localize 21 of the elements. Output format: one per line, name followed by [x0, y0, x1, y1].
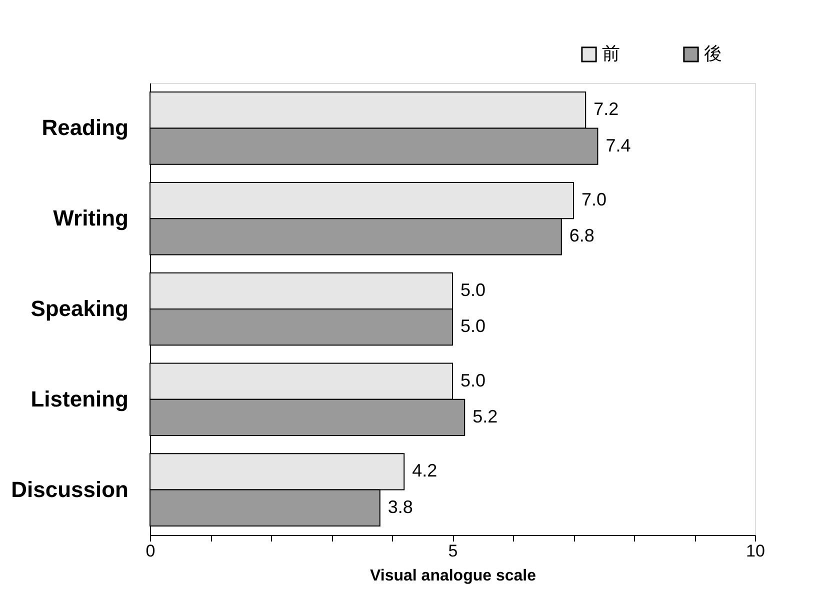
data-label: 6.8	[569, 226, 594, 246]
data-label: 7.0	[582, 190, 607, 210]
x-tick-label: 10	[746, 542, 765, 560]
legend-label: 前	[602, 43, 620, 64]
data-label: 5.0	[460, 280, 486, 300]
data-label: 3.8	[388, 496, 413, 517]
data-label: 5.2	[472, 406, 498, 426]
data-label: 7.2	[594, 99, 619, 120]
y-tick-label: Speaking	[30, 296, 128, 321]
y-tick-label: Discussion	[11, 476, 128, 502]
data-label: 5.0	[460, 370, 486, 390]
y-tick-label: Listening	[30, 386, 128, 412]
legend-label: 後	[704, 43, 722, 64]
y-tick-label: Reading	[42, 115, 128, 140]
y-tick-label: Writing	[53, 206, 128, 231]
x-tick-label: 0	[146, 542, 156, 560]
data-label: 5.0	[460, 316, 486, 336]
data-label: 4.2	[412, 460, 438, 481]
data-label: 7.4	[606, 135, 631, 156]
x-axis-title: Visual analogue scale	[370, 568, 536, 584]
x-tick-label: 5	[448, 542, 458, 560]
